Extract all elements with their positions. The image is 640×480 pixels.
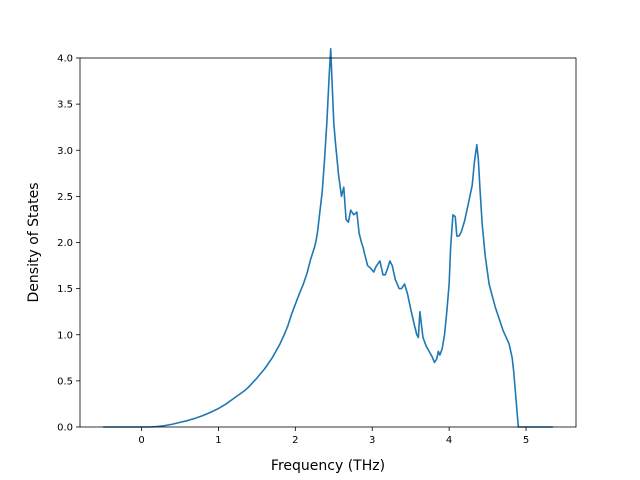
series-layer: [103, 47, 553, 428]
plot-area: [80, 58, 576, 427]
y-tick-label: 2.0: [57, 238, 73, 249]
y-axis-label: Density of States: [26, 183, 42, 303]
y-tick-label: 2.5: [57, 192, 73, 203]
x-tick-label: 2: [292, 435, 298, 446]
y-tick-label: 1.0: [57, 330, 73, 341]
y-tick-label: 0.0: [57, 423, 73, 434]
y-tick-label: 3.5: [57, 100, 73, 111]
y-tick-label: 1.5: [57, 284, 73, 295]
x-axis-label: Frequency (THz): [271, 458, 385, 474]
y-tick-label: 0.5: [57, 376, 73, 387]
plot-frame: [79, 57, 577, 428]
x-tick-label: 0: [138, 435, 144, 446]
y-tick-label: 3.0: [57, 146, 73, 157]
ticks-layer: 0 1 2 3 4 5 0.0 0.5 1.0 1.5 2.0 2.5 3.0 3.5 4.0: [57, 54, 529, 447]
x-tick-label: 1: [215, 435, 221, 446]
y-tick-label: 4.0: [57, 54, 73, 65]
dos-series-line: [103, 47, 553, 428]
x-tick-label: 3: [369, 435, 375, 446]
x-tick-label: 5: [523, 435, 529, 446]
x-tick-label: 4: [446, 435, 452, 446]
